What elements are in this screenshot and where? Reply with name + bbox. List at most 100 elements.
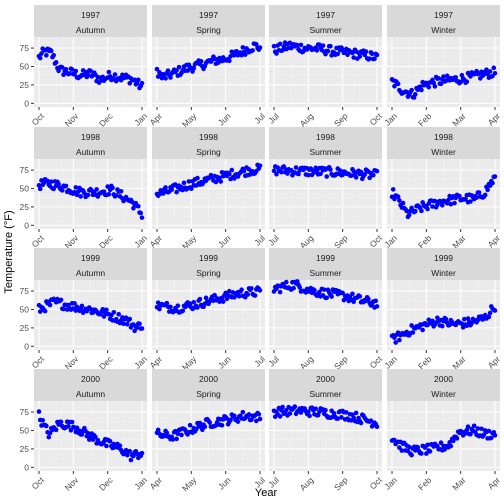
data-point bbox=[451, 438, 456, 444]
x-tick-label: Oct bbox=[368, 111, 385, 128]
data-point bbox=[254, 42, 259, 47]
data-point bbox=[464, 323, 470, 329]
y-tick-label: 0 bbox=[24, 220, 29, 230]
data-point bbox=[426, 84, 432, 90]
x-tick-label: Apr bbox=[148, 111, 165, 128]
data-point bbox=[101, 314, 107, 319]
strip-background bbox=[152, 127, 265, 159]
data-point bbox=[58, 419, 64, 425]
x-tick-label: Mar bbox=[450, 354, 468, 372]
panel-1998-autumn: 1998 Autumn 0 25 50 75 Oct Nov Dec Jan bbox=[20, 127, 149, 251]
data-point bbox=[363, 49, 369, 54]
x-tick-label: Dec bbox=[97, 353, 115, 371]
strip-background bbox=[387, 5, 500, 37]
data-point bbox=[324, 295, 330, 301]
data-point bbox=[474, 195, 479, 200]
data-point bbox=[105, 184, 110, 189]
data-point bbox=[139, 215, 145, 220]
data-point bbox=[446, 197, 451, 203]
data-point bbox=[186, 179, 192, 184]
y-tick-label: 25 bbox=[20, 80, 30, 90]
data-point bbox=[78, 194, 83, 199]
data-point bbox=[312, 287, 317, 293]
strip-year-label: 2000 bbox=[316, 374, 335, 384]
data-point bbox=[476, 190, 482, 195]
data-point bbox=[395, 194, 401, 200]
data-point bbox=[231, 413, 237, 419]
data-point bbox=[164, 300, 170, 306]
data-point bbox=[85, 192, 91, 198]
data-point bbox=[169, 187, 175, 192]
panel-1997-autumn: 1997 Autumn 0 25 50 75 Oct Nov Dec Jan bbox=[20, 5, 149, 129]
data-point bbox=[427, 449, 433, 454]
data-point bbox=[219, 422, 225, 428]
x-tick-label: Oct bbox=[368, 354, 385, 371]
x-tick-label: Jan bbox=[382, 475, 399, 492]
data-point bbox=[340, 290, 345, 296]
x-tick-label: Aug bbox=[298, 475, 316, 493]
data-point bbox=[94, 187, 99, 192]
data-point bbox=[399, 448, 405, 453]
data-point bbox=[212, 292, 217, 298]
data-point bbox=[36, 409, 42, 414]
data-point bbox=[155, 427, 161, 433]
x-tick-label: Apr bbox=[486, 111, 503, 128]
panel-1997-spring: 1997 Spring Apr May Jun Jul bbox=[148, 5, 267, 129]
data-point bbox=[490, 180, 495, 186]
data-point bbox=[409, 87, 414, 93]
x-tick-label: May bbox=[180, 474, 199, 493]
data-point bbox=[250, 48, 255, 53]
data-point bbox=[257, 163, 263, 168]
data-point bbox=[328, 167, 333, 172]
data-point bbox=[174, 436, 179, 442]
data-point bbox=[371, 172, 376, 178]
x-tick-label: Oct bbox=[30, 233, 47, 250]
data-point bbox=[318, 171, 323, 177]
strip-season-label: Spring bbox=[196, 268, 221, 278]
data-point bbox=[249, 286, 254, 291]
data-point bbox=[134, 325, 140, 330]
x-tick-label: Apr bbox=[486, 233, 503, 250]
data-point bbox=[168, 304, 173, 310]
x-tick-label: Jan bbox=[132, 233, 149, 250]
data-point bbox=[132, 328, 137, 334]
data-point bbox=[198, 59, 204, 64]
data-point bbox=[47, 302, 53, 308]
data-point bbox=[471, 423, 477, 429]
data-point bbox=[479, 426, 484, 432]
y-axis-title: Temperature (°F) bbox=[3, 210, 15, 293]
x-tick-label: Apr bbox=[486, 475, 503, 492]
y-tick-label: 0 bbox=[24, 341, 29, 351]
data-point bbox=[165, 68, 171, 73]
data-point bbox=[393, 340, 398, 345]
data-point bbox=[306, 409, 311, 415]
y-tick-label: 0 bbox=[24, 462, 29, 472]
data-point bbox=[324, 174, 330, 179]
data-point bbox=[462, 316, 467, 322]
y-tick-label: 50 bbox=[20, 304, 30, 314]
data-point bbox=[252, 293, 258, 298]
x-tick-label: Dec bbox=[97, 474, 115, 492]
x-tick-label: Sep bbox=[332, 111, 350, 129]
data-point bbox=[465, 316, 471, 321]
data-point bbox=[37, 309, 43, 314]
data-point bbox=[170, 437, 176, 442]
x-tick-label: Feb bbox=[416, 233, 434, 251]
data-point bbox=[484, 67, 489, 73]
data-point bbox=[438, 81, 444, 87]
data-point bbox=[53, 427, 59, 433]
data-point bbox=[485, 187, 490, 193]
x-tick-label: Mar bbox=[450, 475, 468, 493]
data-point bbox=[487, 310, 493, 316]
x-tick-label: Jul bbox=[266, 354, 281, 369]
data-point bbox=[279, 169, 284, 175]
data-point bbox=[227, 288, 232, 294]
x-tick-label: Feb bbox=[416, 354, 434, 372]
data-point bbox=[492, 174, 498, 179]
data-point bbox=[297, 285, 303, 290]
strip-background bbox=[387, 127, 500, 159]
data-point bbox=[419, 451, 424, 456]
data-point bbox=[56, 68, 61, 74]
